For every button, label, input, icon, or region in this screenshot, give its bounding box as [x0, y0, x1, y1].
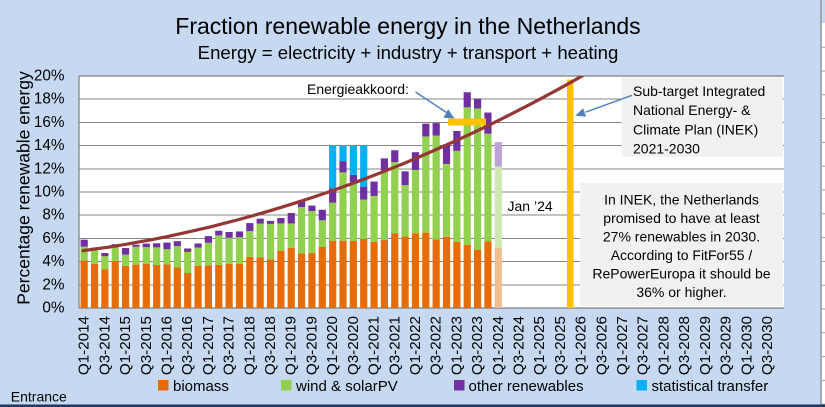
- svg-text:Fraction renewable energy in t: Fraction renewable energy in the Netherl…: [175, 13, 640, 39]
- svg-text:Q1-2023: Q1-2023: [448, 316, 465, 375]
- svg-text:Q1-2022: Q1-2022: [407, 316, 424, 375]
- svg-text:Sub-target Integrated: Sub-target Integrated: [633, 83, 765, 99]
- svg-text:Q1-2030: Q1-2030: [738, 316, 755, 375]
- svg-text:8%: 8%: [42, 207, 65, 224]
- svg-text:2%: 2%: [42, 276, 65, 293]
- svg-text:Q3-2016: Q3-2016: [179, 316, 196, 375]
- svg-text:Q1-2014: Q1-2014: [76, 316, 93, 375]
- svg-text:Q3-2018: Q3-2018: [262, 316, 279, 375]
- svg-text:6%: 6%: [42, 230, 65, 247]
- svg-text:Q1-2018: Q1-2018: [241, 316, 258, 375]
- svg-text:Q3-2014: Q3-2014: [96, 316, 113, 375]
- svg-text:Q3-2029: Q3-2029: [718, 316, 735, 375]
- svg-text:other renewables: other renewables: [469, 378, 584, 395]
- svg-text:20%: 20%: [34, 68, 65, 85]
- svg-text:Q3-2021: Q3-2021: [386, 316, 403, 375]
- svg-text:Q1-2020: Q1-2020: [324, 316, 341, 375]
- svg-text:Q1-2016: Q1-2016: [159, 316, 176, 375]
- svg-text:10%: 10%: [34, 184, 65, 201]
- svg-text:Q3-2019: Q3-2019: [303, 316, 320, 375]
- svg-text:36% or higher.: 36% or higher.: [636, 284, 726, 300]
- svg-text:Jan ’24: Jan ’24: [508, 198, 553, 214]
- svg-text:2021-2030: 2021-2030: [633, 140, 700, 156]
- svg-text:4%: 4%: [42, 253, 65, 270]
- svg-text:Q1-2026: Q1-2026: [573, 316, 590, 375]
- svg-text:12%: 12%: [34, 160, 65, 177]
- svg-text:Q1-2015: Q1-2015: [117, 316, 134, 375]
- svg-text:promised to have at least: promised to have at least: [603, 210, 760, 226]
- svg-text:Energieakkoord:: Energieakkoord:: [307, 81, 409, 97]
- svg-text:Q3-2024: Q3-2024: [511, 316, 528, 375]
- svg-text:Q3-2027: Q3-2027: [635, 316, 652, 375]
- svg-text:Q1-2019: Q1-2019: [283, 316, 300, 375]
- svg-text:Q1-2028: Q1-2028: [655, 316, 672, 375]
- svg-text:Q3-2017: Q3-2017: [221, 316, 238, 375]
- svg-text:0%: 0%: [42, 300, 65, 317]
- svg-text:Q3-2022: Q3-2022: [428, 316, 445, 375]
- svg-text:According to FitFor55 /: According to FitFor55 /: [611, 247, 753, 263]
- svg-text:Percentage renewable energy: Percentage renewable energy: [14, 71, 34, 305]
- svg-text:Entrance: Entrance: [11, 389, 67, 405]
- svg-text:Q3-2028: Q3-2028: [676, 316, 693, 375]
- svg-text:Climate Plan (INEK): Climate Plan (INEK): [633, 121, 758, 137]
- svg-text:Energy = electricity + industr: Energy = electricity + industry + transp…: [198, 42, 619, 63]
- svg-text:RePowerEuropa it should be: RePowerEuropa it should be: [592, 266, 770, 282]
- svg-text:Q3-2020: Q3-2020: [345, 316, 362, 375]
- svg-text:Q1-2017: Q1-2017: [200, 316, 217, 375]
- svg-text:statistical transfer: statistical transfer: [652, 378, 769, 395]
- svg-text:Q1-2021: Q1-2021: [366, 316, 383, 375]
- svg-text:Q3-2025: Q3-2025: [552, 316, 569, 375]
- svg-text:wind & solarPV: wind & solarPV: [295, 378, 398, 395]
- svg-text:National Energy- &: National Energy- &: [633, 102, 751, 118]
- svg-text:Q3-2030: Q3-2030: [759, 316, 776, 375]
- svg-text:Q1-2025: Q1-2025: [531, 316, 548, 375]
- svg-text:27% renewables in 2030.: 27% renewables in 2030.: [603, 229, 760, 245]
- svg-text:Q1-2029: Q1-2029: [697, 316, 714, 375]
- svg-text:Q3-2015: Q3-2015: [138, 316, 155, 375]
- svg-text:18%: 18%: [34, 91, 65, 108]
- svg-text:In INEK, the Netherlands: In INEK, the Netherlands: [604, 192, 759, 208]
- svg-text:Q3-2026: Q3-2026: [593, 316, 610, 375]
- svg-text:Q1-2024: Q1-2024: [490, 316, 507, 375]
- svg-text:16%: 16%: [34, 114, 65, 131]
- svg-text:Q1-2027: Q1-2027: [614, 316, 631, 375]
- svg-text:14%: 14%: [34, 137, 65, 154]
- svg-text:Q3-2023: Q3-2023: [469, 316, 486, 375]
- svg-text:biomass: biomass: [173, 378, 229, 395]
